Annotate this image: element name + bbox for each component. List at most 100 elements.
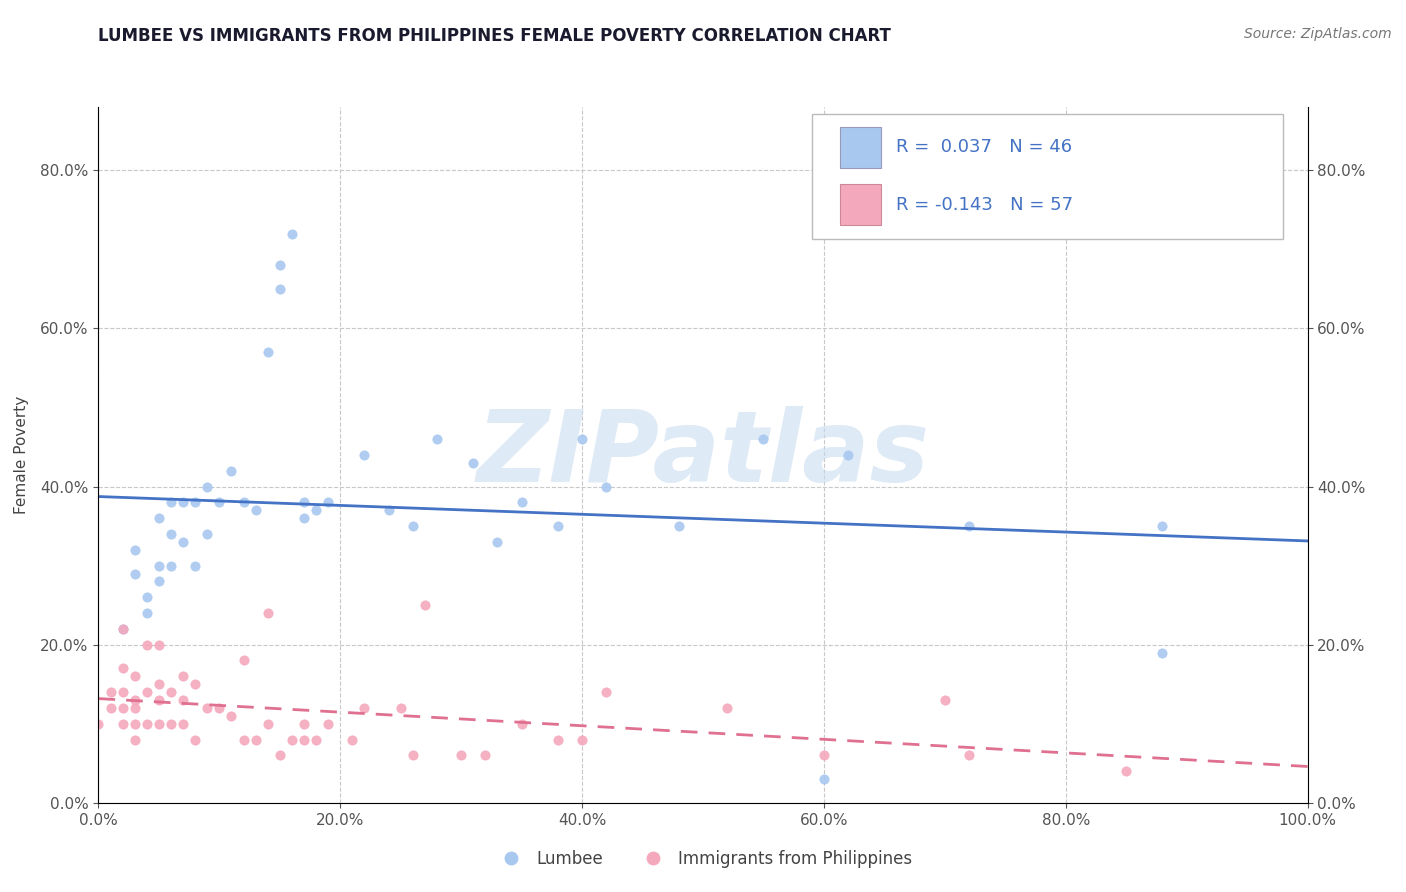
Point [668,519,690,533]
Point [184,677,207,691]
Text: ZIPatlas: ZIPatlas [477,407,929,503]
Point [716,701,738,715]
Point [269,258,291,272]
Point [305,503,328,517]
Point [148,677,170,691]
Point [426,432,449,446]
Point [100,685,122,699]
Point [184,558,207,573]
Point [342,732,364,747]
Text: R = -0.143   N = 57: R = -0.143 N = 57 [897,196,1074,214]
Point [571,432,593,446]
Point [148,511,170,525]
Point [111,622,134,636]
Point [195,701,218,715]
Point [148,693,170,707]
Point [221,708,243,723]
Point [402,748,425,763]
Point [232,495,254,509]
Point [148,638,170,652]
Point [813,772,835,786]
Point [837,448,859,462]
Point [195,527,218,541]
Point [124,701,146,715]
FancyBboxPatch shape [839,185,880,226]
Point [87,716,110,731]
Point [474,748,496,763]
Text: LUMBEE VS IMMIGRANTS FROM PHILIPPINES FEMALE POVERTY CORRELATION CHART: LUMBEE VS IMMIGRANTS FROM PHILIPPINES FE… [98,27,891,45]
FancyBboxPatch shape [839,127,880,168]
Point [148,558,170,573]
FancyBboxPatch shape [811,114,1284,239]
Point [256,606,278,620]
Point [245,503,267,517]
Legend: Lumbee, Immigrants from Philippines: Lumbee, Immigrants from Philippines [488,843,918,874]
Point [148,716,170,731]
Point [232,653,254,667]
Point [752,432,775,446]
Point [595,685,617,699]
Point [221,464,243,478]
Point [232,732,254,747]
Point [172,495,194,509]
Point [111,716,134,731]
Point [292,495,315,509]
Point [463,456,485,470]
Point [269,748,291,763]
Point [292,732,315,747]
Point [135,685,157,699]
Point [402,519,425,533]
Point [316,716,339,731]
Point [160,716,183,731]
Point [124,732,146,747]
Point [160,558,183,573]
Point [111,701,134,715]
Point [413,598,436,612]
Point [135,606,157,620]
Point [135,638,157,652]
Point [547,732,569,747]
Point [450,748,472,763]
Point [1152,519,1174,533]
Point [160,527,183,541]
Point [316,495,339,509]
Point [292,511,315,525]
Point [305,732,328,747]
Point [292,716,315,731]
Point [934,693,956,707]
Point [172,669,194,683]
Point [111,622,134,636]
Point [571,732,593,747]
Point [124,716,146,731]
Point [353,448,375,462]
Point [389,701,412,715]
Point [160,495,183,509]
Point [1115,764,1137,779]
Point [135,591,157,605]
Point [160,685,183,699]
Point [281,732,304,747]
Point [281,227,304,241]
Point [100,701,122,715]
Point [547,519,569,533]
Point [256,345,278,359]
Point [957,519,980,533]
Point [124,669,146,683]
Point [486,534,509,549]
Point [510,716,533,731]
Point [813,748,835,763]
Point [195,479,218,493]
Point [124,566,146,581]
Point [245,732,267,747]
Point [269,282,291,296]
Point [172,693,194,707]
Point [256,716,278,731]
Point [184,495,207,509]
Point [124,542,146,557]
Point [208,495,231,509]
Point [172,716,194,731]
Point [957,748,980,763]
Point [353,701,375,715]
Point [1152,646,1174,660]
Point [184,732,207,747]
